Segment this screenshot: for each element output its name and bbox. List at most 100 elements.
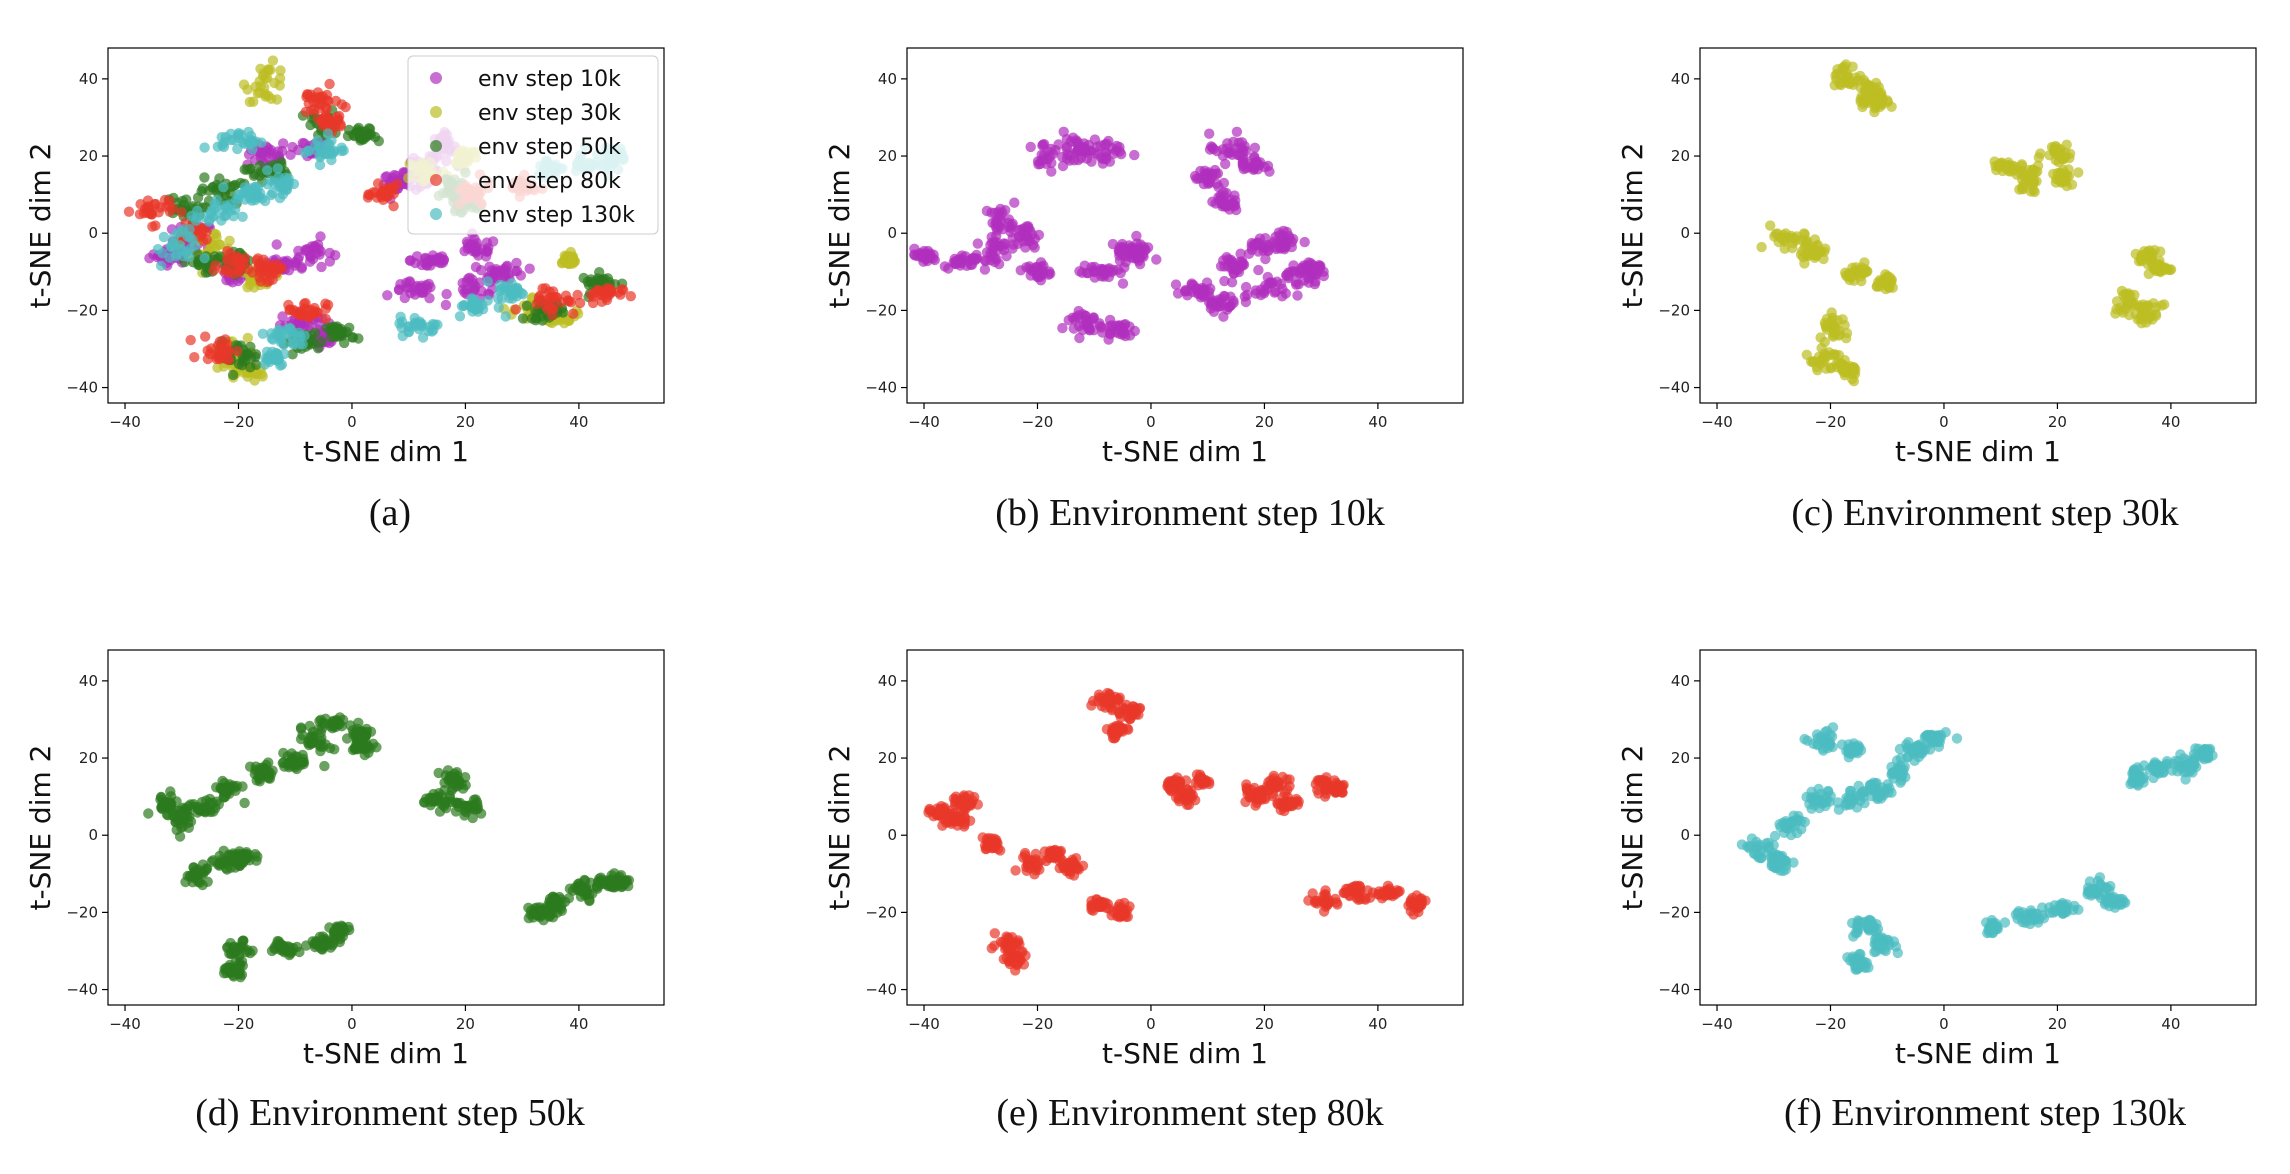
scatter-point xyxy=(1114,692,1126,703)
scatter-point xyxy=(592,273,603,284)
scatter-point xyxy=(1391,885,1403,896)
scatter-point xyxy=(1037,139,1049,150)
scatter-point xyxy=(1778,865,1789,877)
x-tick-label: 0 xyxy=(1146,413,1156,431)
scatter-point xyxy=(299,147,310,158)
scatter-point xyxy=(267,55,279,66)
x-axis-label: t-SNE dim 1 xyxy=(1102,435,1268,468)
scatter-point xyxy=(496,293,507,304)
scatter-point xyxy=(1134,702,1146,714)
scatter-point xyxy=(353,717,364,728)
scatter-point xyxy=(210,229,222,240)
scatter-point xyxy=(248,96,259,107)
y-tick-label: −20 xyxy=(865,903,897,921)
scatter-point xyxy=(577,882,589,893)
scatter-point xyxy=(1262,245,1274,256)
scatter-point xyxy=(268,266,280,278)
y-tick-label: 0 xyxy=(88,224,98,242)
scatter-point xyxy=(1827,741,1838,753)
scatter-point xyxy=(572,289,583,301)
scatter-point xyxy=(334,110,345,122)
scatter-point xyxy=(157,803,168,815)
scatter-point xyxy=(1842,68,1853,80)
legend-marker xyxy=(430,140,442,152)
scatter-point xyxy=(1111,140,1122,152)
scatter-point xyxy=(272,146,284,157)
scatter-point xyxy=(239,797,250,809)
scatter-point xyxy=(1007,232,1018,244)
scatter-point xyxy=(1028,856,1040,867)
scatter-point xyxy=(361,723,372,735)
scatter-point xyxy=(1226,277,1238,288)
scatter-point xyxy=(1067,132,1079,143)
scatter-point xyxy=(1768,840,1779,851)
y-tick-label: −40 xyxy=(865,981,897,999)
legend-marker xyxy=(430,174,442,186)
scatter-point xyxy=(989,940,1000,951)
scatter-point xyxy=(336,145,347,157)
scatter-point xyxy=(959,812,971,824)
scatter-point xyxy=(1210,169,1222,180)
scatter-point xyxy=(404,255,416,266)
y-tick-label: 40 xyxy=(79,70,98,88)
scatter-point xyxy=(1019,850,1031,861)
scatter-point xyxy=(373,135,384,147)
scatter-point xyxy=(1825,790,1836,802)
scatter-point xyxy=(1742,841,1753,852)
scatter-point xyxy=(1206,297,1217,309)
scatter-point xyxy=(437,257,449,268)
scatter-point xyxy=(416,259,427,271)
scatter-point xyxy=(1751,836,1762,848)
scatter-point xyxy=(1020,950,1031,961)
scatter-point xyxy=(1820,243,1831,254)
y-tick-label: −20 xyxy=(865,301,897,319)
y-tick-label: −40 xyxy=(66,379,98,397)
scatter-point xyxy=(450,797,461,808)
scatter-point xyxy=(324,256,336,267)
x-tick-label: −40 xyxy=(908,1015,940,1033)
panel-caption: (a) xyxy=(369,492,411,534)
scatter-point xyxy=(192,205,203,216)
scatter-point xyxy=(460,780,471,791)
scatter-point xyxy=(242,332,253,344)
scatter-point xyxy=(359,731,370,743)
scatter-point xyxy=(1876,92,1887,103)
scatter-point xyxy=(1171,792,1182,803)
scatter-point xyxy=(245,341,256,353)
scatter-point xyxy=(506,278,517,289)
scatter-point xyxy=(252,182,263,194)
scatter-point xyxy=(308,96,319,107)
axes-frame xyxy=(906,649,1464,1006)
scatter-point xyxy=(1840,59,1852,70)
scatter-point xyxy=(321,322,333,333)
scatter-point xyxy=(1226,198,1238,209)
scatter-point xyxy=(315,735,327,747)
scatter-point xyxy=(1811,362,1823,373)
scatter-point xyxy=(239,252,251,264)
scatter-point xyxy=(459,287,470,298)
scatter-point xyxy=(1231,126,1243,137)
scatter-point xyxy=(382,290,393,301)
scatter-point xyxy=(1815,332,1826,343)
scatter-point xyxy=(1887,767,1898,779)
scatter-point xyxy=(1299,236,1310,248)
scatter-point xyxy=(1222,304,1233,315)
scatter-point xyxy=(170,251,182,262)
x-tick-label: 40 xyxy=(569,413,588,431)
scatter-point xyxy=(1859,257,1870,268)
scatter-point xyxy=(1061,143,1072,154)
scatter-point xyxy=(1305,262,1316,274)
scatter-point xyxy=(1000,205,1011,216)
y-tick-label: −40 xyxy=(1658,379,1690,397)
scatter-point xyxy=(228,857,239,868)
scatter-point xyxy=(245,947,256,959)
scatter-point xyxy=(217,782,229,794)
scatter-point xyxy=(953,254,964,265)
scatter-point xyxy=(1116,904,1127,915)
scatter-point xyxy=(1275,243,1286,254)
scatter-point xyxy=(1239,141,1250,152)
scatter-point xyxy=(1799,258,1810,269)
x-tick-label: 20 xyxy=(1255,413,1274,431)
scatter-point xyxy=(950,791,962,802)
